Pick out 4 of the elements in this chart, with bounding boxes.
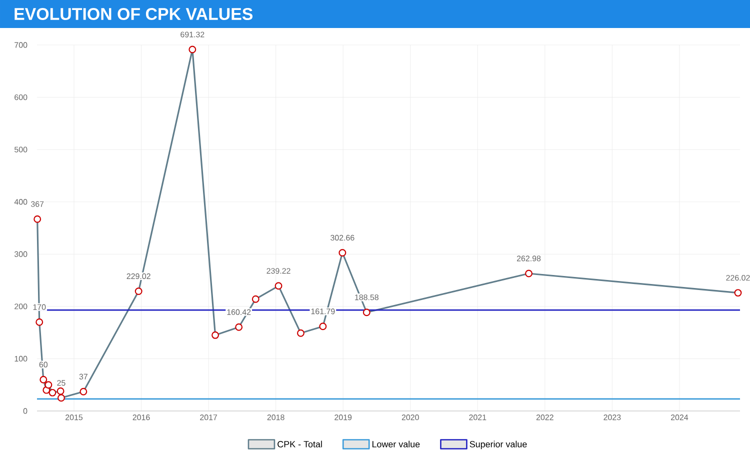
chart-title: EVOLUTION OF CPK VALUES [14,8,253,20]
legend-label: Lower value [372,440,420,448]
legend-label: Superior value [470,440,527,450]
legend-label: CPK - Total [278,440,322,448]
